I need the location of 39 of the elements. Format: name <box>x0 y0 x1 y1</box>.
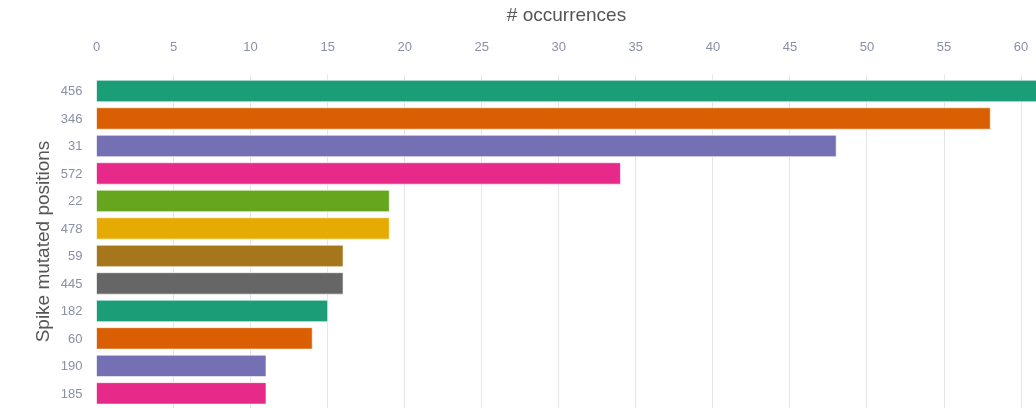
y-tick-label: 572 <box>60 165 83 181</box>
bar <box>96 189 390 213</box>
y-tick-label: 185 <box>60 385 83 401</box>
x-tick-label: 50 <box>859 38 875 54</box>
bar <box>96 244 344 268</box>
y-tick-label: 182 <box>60 303 83 319</box>
x-tick-label: 30 <box>551 38 567 54</box>
x-tick-label: 20 <box>397 38 412 54</box>
y-tick-label: 59 <box>68 248 83 264</box>
bar <box>96 79 1036 103</box>
y-tick-label: 190 <box>60 358 83 374</box>
bar <box>96 272 344 295</box>
y-tick-label: 31 <box>68 138 83 154</box>
y-tick-label: 478 <box>60 220 83 236</box>
x-tick-label: 15 <box>320 38 335 54</box>
x-tick-label: 25 <box>474 38 489 54</box>
bar <box>96 134 837 158</box>
y-axis-title: Spike mutated positions <box>31 140 53 343</box>
x-tick-label: 0 <box>92 38 101 54</box>
bar <box>96 299 329 323</box>
x-tick-label: 10 <box>243 38 258 54</box>
y-tick-label: 445 <box>60 275 83 291</box>
x-tick-label: 55 <box>936 38 952 54</box>
bar <box>96 107 991 130</box>
x-axis-title: # occurrences <box>506 3 627 25</box>
bar <box>96 217 390 240</box>
x-tick-label: 60 <box>1013 38 1029 54</box>
x-tick-label: 45 <box>782 38 798 54</box>
bar <box>96 354 267 378</box>
y-tick-label: 346 <box>60 110 83 126</box>
y-tick-label: 22 <box>68 193 83 209</box>
bar <box>96 327 313 350</box>
bar <box>96 382 267 405</box>
x-tick-label: 35 <box>628 38 644 54</box>
bar <box>96 162 621 185</box>
y-tick-label: 60 <box>68 330 83 346</box>
x-tick-label: 5 <box>169 38 178 54</box>
x-tick-label: 40 <box>705 38 721 54</box>
y-tick-label: 456 <box>60 83 83 99</box>
